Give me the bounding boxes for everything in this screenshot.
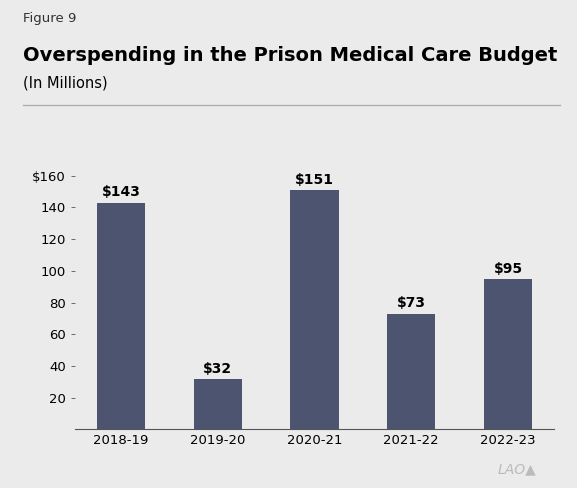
Text: (In Millions): (In Millions) (23, 76, 108, 91)
Text: $95: $95 (493, 262, 523, 276)
Text: $151: $151 (295, 173, 334, 187)
Text: LAO▲: LAO▲ (498, 462, 537, 476)
Bar (387, 314, 436, 429)
Bar (97, 203, 145, 429)
Bar (193, 379, 242, 429)
Text: $73: $73 (397, 297, 426, 310)
Bar (290, 190, 339, 429)
Text: $143: $143 (102, 185, 140, 200)
Bar (484, 279, 532, 429)
Text: Figure 9: Figure 9 (23, 12, 77, 25)
Text: $32: $32 (203, 362, 233, 376)
Text: Overspending in the Prison Medical Care Budget: Overspending in the Prison Medical Care … (23, 46, 557, 65)
